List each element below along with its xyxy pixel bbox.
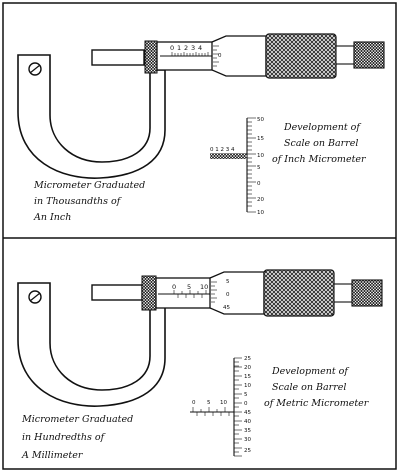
inch-dev-num-0: 50 xyxy=(257,117,264,123)
inch-caption-2: in Thousandths of xyxy=(34,196,122,207)
inch-sleeve-ticks xyxy=(171,52,209,56)
inch-dev-num-6: 10 xyxy=(257,210,264,216)
metric-dev-num-0: 25 xyxy=(244,356,251,362)
inch-sleeve-digit-3: 3 xyxy=(191,44,195,52)
inch-sleeve-digit-2: 2 xyxy=(184,44,188,52)
metric-dev-num-8: 35 xyxy=(244,428,251,434)
inch-dev-num-5: 20 xyxy=(257,197,264,203)
metric-dev-num-5: 0 xyxy=(244,401,248,407)
metric-lock-ring xyxy=(141,275,157,311)
metric-dev-num-2: 15 xyxy=(244,374,251,380)
inch-frame xyxy=(17,54,166,179)
inch-dev-num-4: 0 xyxy=(257,181,261,187)
metric-dev-caption-2: Scale on Barrel xyxy=(272,382,346,393)
metric-caption-3: A Millimeter xyxy=(21,450,84,461)
inch-lock-ring xyxy=(144,40,158,74)
metric-dev-num-6: 45 xyxy=(244,410,251,416)
inch-dev-num-1: 15 xyxy=(257,136,264,142)
metric-sleeve-digit-1: 5 xyxy=(187,283,191,291)
inch-dev-caption-2: Scale on Barrel xyxy=(284,138,358,149)
metric-frame xyxy=(17,282,166,407)
inch-micrometer: 0 1 2 3 4 0 xyxy=(17,33,385,223)
metric-caption-1: Micrometer Graduated xyxy=(21,414,133,425)
inch-scale-development: 50 15 10 5 0 20 10 0 1 2 3 4 xyxy=(210,117,264,216)
metric-scale-development: 25 20 15 10 5 0 45 40 35 30 25 0 5 10 xyxy=(190,356,251,457)
metric-neck xyxy=(333,283,353,303)
metric-dev-sleeve-digit-0: 0 xyxy=(192,400,196,406)
inch-sleeve-digit-4: 4 xyxy=(198,44,202,52)
inch-thimble-digit-0: 0 xyxy=(218,53,222,59)
inch-anvil xyxy=(91,49,145,66)
metric-thimble-digit-5: 5 xyxy=(226,279,230,285)
inch-sleeve-digit-1: 1 xyxy=(177,44,181,52)
inch-neck xyxy=(335,45,355,65)
metric-dev-num-4: 5 xyxy=(244,392,248,398)
inch-sleeve-digit-0: 0 xyxy=(170,44,174,52)
metric-dev-num-9: 30 xyxy=(244,437,251,443)
metric-caption-2: in Hundredths of xyxy=(22,432,106,443)
metric-ratchet xyxy=(351,279,383,307)
inch-ratchet xyxy=(353,41,385,69)
inch-dev-caption-3: of Inch Micrometer xyxy=(272,154,367,165)
metric-sleeve-digit-2: 10 xyxy=(200,283,208,291)
metric-thimble-digit-45: 45 xyxy=(223,305,230,311)
page-border xyxy=(2,2,397,470)
metric-dev-caption-1: Development of xyxy=(271,366,349,377)
metric-dev-sleeve-digit-5: 5 xyxy=(207,400,211,406)
metric-sleeve-digit-0: 0 xyxy=(172,283,176,291)
inch-caption-3: An Inch xyxy=(33,212,71,223)
metric-dev-num-1: 20 xyxy=(244,365,251,371)
metric-thimble xyxy=(209,271,265,315)
metric-dev-num-10: 25 xyxy=(244,448,251,454)
inch-dev-num-3: 5 xyxy=(257,165,261,171)
inch-caption-1: Micrometer Graduated xyxy=(33,180,145,191)
metric-dev-num-3: 10 xyxy=(244,383,251,389)
metric-knurled-grip xyxy=(263,269,335,317)
metric-anvil xyxy=(91,284,143,301)
metric-dev-caption-3: of Metric Micrometer xyxy=(264,398,370,409)
inch-dev-caption-1: Development of xyxy=(283,122,361,133)
metric-micrometer: 0 5 10 5 0 45 xyxy=(17,269,383,461)
inch-dev-sleeve-digits: 0 1 2 3 4 xyxy=(210,147,235,153)
inch-knurled-grip xyxy=(265,33,337,79)
metric-dev-sleeve-digit-10: 10 xyxy=(220,400,227,406)
metric-dev-num-7: 40 xyxy=(244,419,251,425)
metric-thimble-digit-0: 0 xyxy=(226,292,230,298)
inch-dev-num-2: 10 xyxy=(257,153,264,159)
